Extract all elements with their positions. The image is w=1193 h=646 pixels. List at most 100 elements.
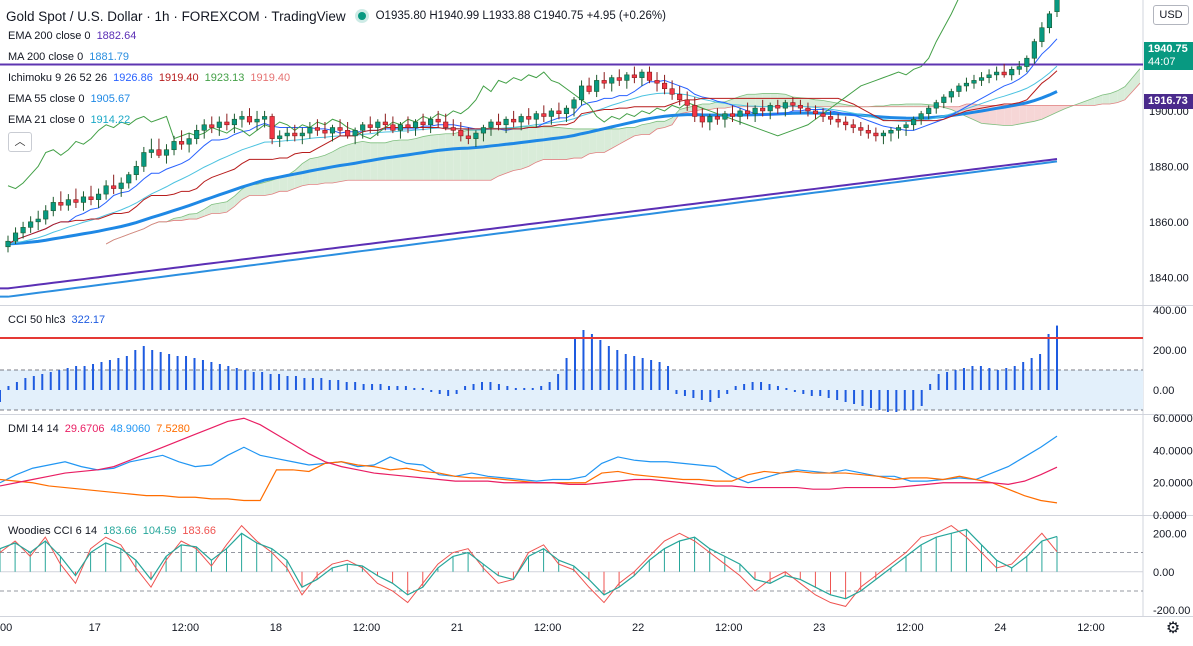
time-axis-tick-label: 12:00 xyxy=(534,622,562,634)
candle-body xyxy=(662,82,668,90)
ichimoku-cloud-segment xyxy=(619,127,627,145)
legend-ichimoku[interactable]: Ichimoku 9 26 52 26 1926.86 1919.40 1923.13… xyxy=(8,72,296,84)
collapse-legend-button[interactable]: ︿ xyxy=(8,132,32,152)
candle-body xyxy=(284,132,290,137)
ichimoku-lead-b-line xyxy=(105,82,1141,245)
dmi-series-line xyxy=(0,461,1058,504)
ichimoku-cloud-segment xyxy=(641,123,650,135)
candle-body xyxy=(1046,13,1053,29)
ichimoku-cloud-segment xyxy=(543,126,552,160)
woodies-turbo-cci-line xyxy=(0,524,1058,607)
candle-body xyxy=(586,85,592,92)
candle-body xyxy=(1039,27,1045,42)
candle-body xyxy=(812,110,819,114)
dmi-axis-tick-label: 20.0000 xyxy=(1153,478,1193,490)
chevron-up-icon: ︿ xyxy=(14,136,26,148)
candle-body xyxy=(903,124,909,128)
candle-body xyxy=(58,202,64,206)
candle-body xyxy=(65,199,71,206)
legend-cci[interactable]: CCI 50 hlc3 322.17 xyxy=(8,314,111,326)
candle-body xyxy=(329,127,336,134)
candle-body xyxy=(118,182,124,189)
dmi-axis-tick-label: 0.0000 xyxy=(1153,510,1187,522)
candle-body xyxy=(616,77,622,81)
ichimoku-cloud-segment xyxy=(234,189,242,207)
candle-body xyxy=(722,113,728,120)
legend-ema21[interactable]: EMA 21 close 0 1914.22 xyxy=(8,114,136,126)
ichimoku-cloud-segment xyxy=(762,93,771,107)
ichimoku-cloud-segment xyxy=(370,142,378,181)
ichimoku-cloud-segment xyxy=(1132,68,1141,92)
legend-dmi[interactable]: DMI 14 14 29.6706 48.9060 7.5280 xyxy=(8,423,196,435)
ichimoku-cloud-segment xyxy=(815,99,824,107)
gear-icon[interactable]: ⚙ xyxy=(1165,620,1181,637)
candle-body xyxy=(699,116,705,123)
ichimoku-cloud-segment xyxy=(823,100,831,107)
legend-dmi-label: DMI 14 14 xyxy=(8,423,59,435)
ichimoku-cloud-segment xyxy=(181,214,190,221)
dmi-series-line xyxy=(0,435,1058,484)
legend-dmi-v3: 7.5280 xyxy=(156,423,190,435)
ichimoku-cloud-segment xyxy=(219,201,227,214)
candle-body xyxy=(194,130,200,139)
ichimoku-cloud-segment xyxy=(423,135,431,181)
candle-body xyxy=(963,82,970,87)
legend-ema200[interactable]: EMA 200 close 0 1882.64 xyxy=(8,30,142,42)
ichimoku-cloud-segment xyxy=(747,94,756,107)
ichimoku-cloud-segment xyxy=(430,134,439,181)
candle-body xyxy=(654,80,660,84)
woodies-axis-tick-label: -200.00 xyxy=(1153,605,1190,617)
candle-body xyxy=(239,116,245,120)
ichimoku-cloud-segment xyxy=(1079,100,1088,106)
legend-ichimoku-v4: 1919.40 xyxy=(250,72,291,84)
candle-body xyxy=(412,121,419,128)
time-axis-tick-label: 22 xyxy=(632,622,644,634)
chart-header: Gold Spot / U.S. Dollar · 1h · FOREXCOM … xyxy=(6,5,666,27)
symbol-title[interactable]: Gold Spot / U.S. Dollar · 1h · FOREXCOM … xyxy=(6,8,346,24)
candle-body xyxy=(435,118,441,123)
ichimoku-cloud-segment xyxy=(392,140,401,181)
price-axis-tick-label: 1880.00 xyxy=(1149,161,1189,173)
legend-dmi-v2: 48.9060 xyxy=(110,423,151,435)
dmi-axis-tick-label: 60.0000 xyxy=(1153,413,1193,425)
ichimoku-cloud-segment xyxy=(702,103,710,110)
dmi-axis-tick-label: 40.0000 xyxy=(1153,445,1193,457)
currency-button[interactable]: USD xyxy=(1153,5,1189,25)
candle-body xyxy=(820,113,826,117)
candle-body xyxy=(594,80,600,92)
ichimoku-cloud-segment xyxy=(400,140,408,181)
time-axis-tick-label: 12:00 xyxy=(896,622,924,634)
ichimoku-cloud-segment xyxy=(1034,105,1042,122)
candle-body xyxy=(1009,69,1015,76)
legend-woodies-v3: 183.66 xyxy=(182,525,217,537)
candle-body xyxy=(677,93,683,101)
candle-body xyxy=(926,107,932,114)
legend-woodies[interactable]: Woodies CCI 6 14 183.66 104.59 183.66 xyxy=(8,525,222,537)
candle-body xyxy=(269,116,275,139)
candle-body xyxy=(382,121,388,126)
candle-body xyxy=(873,132,879,137)
legend-ma200[interactable]: MA 200 close 0 1881.79 xyxy=(8,51,135,63)
ichimoku-cloud-segment xyxy=(1117,86,1125,103)
candle-body xyxy=(956,85,962,92)
horizontal-line-price-value: 1916.73 xyxy=(1148,95,1188,107)
candle-body xyxy=(790,102,796,106)
ichimoku-cloud-segment xyxy=(1004,105,1012,126)
candle-body xyxy=(12,232,19,242)
candle-body xyxy=(254,118,260,123)
ichimoku-cloud-segment xyxy=(657,121,665,129)
candle-body xyxy=(994,71,1000,76)
ichimoku-cloud-segment xyxy=(189,213,197,220)
ichimoku-cloud-segment xyxy=(838,103,846,107)
candle-body xyxy=(488,121,494,128)
candle-body xyxy=(224,121,230,126)
legend-ema55[interactable]: EMA 55 close 0 1905.67 xyxy=(8,93,136,105)
ichimoku-cloud-segment xyxy=(347,142,356,181)
candle-body xyxy=(639,71,645,78)
candle-body xyxy=(1016,66,1022,70)
candle-body xyxy=(767,105,773,112)
candle-body xyxy=(262,116,268,120)
candle-body xyxy=(578,85,585,101)
